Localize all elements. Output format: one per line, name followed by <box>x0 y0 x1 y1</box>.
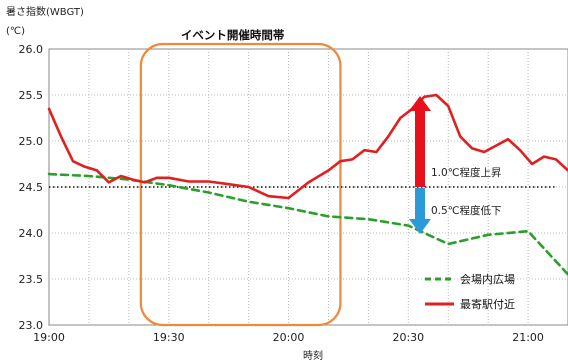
x-tick-labels: 19:00 19:30 20:00 20:30 21:00 <box>33 331 544 344</box>
y-tick-labels: 26.0 25.5 25.0 24.5 24.0 23.5 23.0 <box>19 43 44 332</box>
legend-label-station: 最寄駅付近 <box>460 297 515 311</box>
legend: 会場内広場 最寄駅付近 <box>425 272 515 311</box>
y-tick-label: 26.0 <box>19 43 44 56</box>
rise-arrow-head <box>409 96 431 111</box>
difference-arrows <box>409 96 431 234</box>
y-tick-label: 25.0 <box>19 135 44 148</box>
x-tick-label: 20:30 <box>392 331 424 344</box>
x-tick-label: 20:00 <box>273 331 305 344</box>
x-tick-label: 19:30 <box>153 331 185 344</box>
event-time-band <box>139 42 342 327</box>
x-axis-label: 時刻 <box>303 349 323 361</box>
rise-arrow-shaft <box>415 109 425 187</box>
fall-arrow-shaft <box>415 188 425 220</box>
y-tick-label: 25.5 <box>19 89 44 102</box>
series-layer <box>47 93 568 276</box>
fall-annotation: 0.5℃程度低下 <box>431 204 502 217</box>
y-tick-label: 24.5 <box>19 181 44 194</box>
y-axis-label: 暑さ指数(WBGT) <box>6 5 84 18</box>
event-time-band-label: イベント開催時間帯 <box>181 28 285 42</box>
legend-label-venue: 会場内広場 <box>460 272 515 286</box>
x-tick-label: 19:00 <box>33 331 65 344</box>
rise-annotation: 1.0℃程度上昇 <box>431 166 502 179</box>
y-axis-unit: (℃) <box>6 26 25 37</box>
y-tick-label: 23.0 <box>19 319 44 332</box>
y-tick-label: 24.0 <box>19 227 44 240</box>
x-tick-label: 21:00 <box>512 331 544 344</box>
y-tick-label: 23.5 <box>19 273 44 286</box>
fall-arrow-head <box>409 219 431 234</box>
